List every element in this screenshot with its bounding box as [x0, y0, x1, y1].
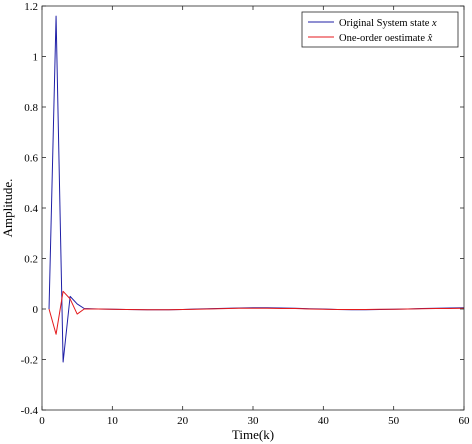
legend-label-series-2-text: One-order oestimate [339, 33, 428, 44]
legend-box [301, 11, 459, 48]
x-tick-label: 20 [177, 415, 189, 427]
y-tick-label: 0.6 [24, 153, 38, 165]
y-tick-label: 0 [33, 304, 39, 316]
x-tick-label: 30 [248, 415, 260, 427]
y-tick-label: 0.4 [24, 203, 38, 215]
legend-label-series-1: Original System state x [339, 18, 437, 29]
y-tick-label: -0.4 [21, 405, 39, 417]
legend-label-series-1-math: x [431, 18, 437, 29]
x-tick-label: 50 [388, 415, 400, 427]
y-tick-label: 0.8 [24, 102, 38, 114]
y-axis-label: Amplitude. [0, 179, 15, 238]
x-axis-label: Time(k) [232, 427, 274, 442]
legend-label-series-2-math: x̂ [427, 33, 433, 44]
legend-label-series-2: One-order oestimate x̂ [339, 33, 433, 44]
series-lines [48, 15, 465, 363]
y-tick-label: 1.2 [24, 1, 38, 13]
plot-area-background [42, 6, 464, 410]
y-tick-label: 0.2 [24, 254, 38, 266]
x-tick-label: 10 [107, 415, 119, 427]
legend-label-series-1-text: Original System state [339, 18, 432, 29]
axis-ticks [41, 5, 465, 411]
tick-labels: 0 10 20 30 40 50 60 -0.4 -0.2 0 0.2 0.4 0.6 0.8 1 1.2 [21, 1, 470, 427]
y-tick-label: 1 [33, 52, 39, 64]
series-line-2 [48, 290, 465, 335]
x-tick-label: 0 [39, 415, 45, 427]
x-tick-label: 60 [459, 415, 471, 427]
legend: Original System state x One-order oestim… [301, 11, 459, 48]
y-tick-label: -0.2 [21, 355, 38, 367]
x-tick-label: 40 [318, 415, 330, 427]
